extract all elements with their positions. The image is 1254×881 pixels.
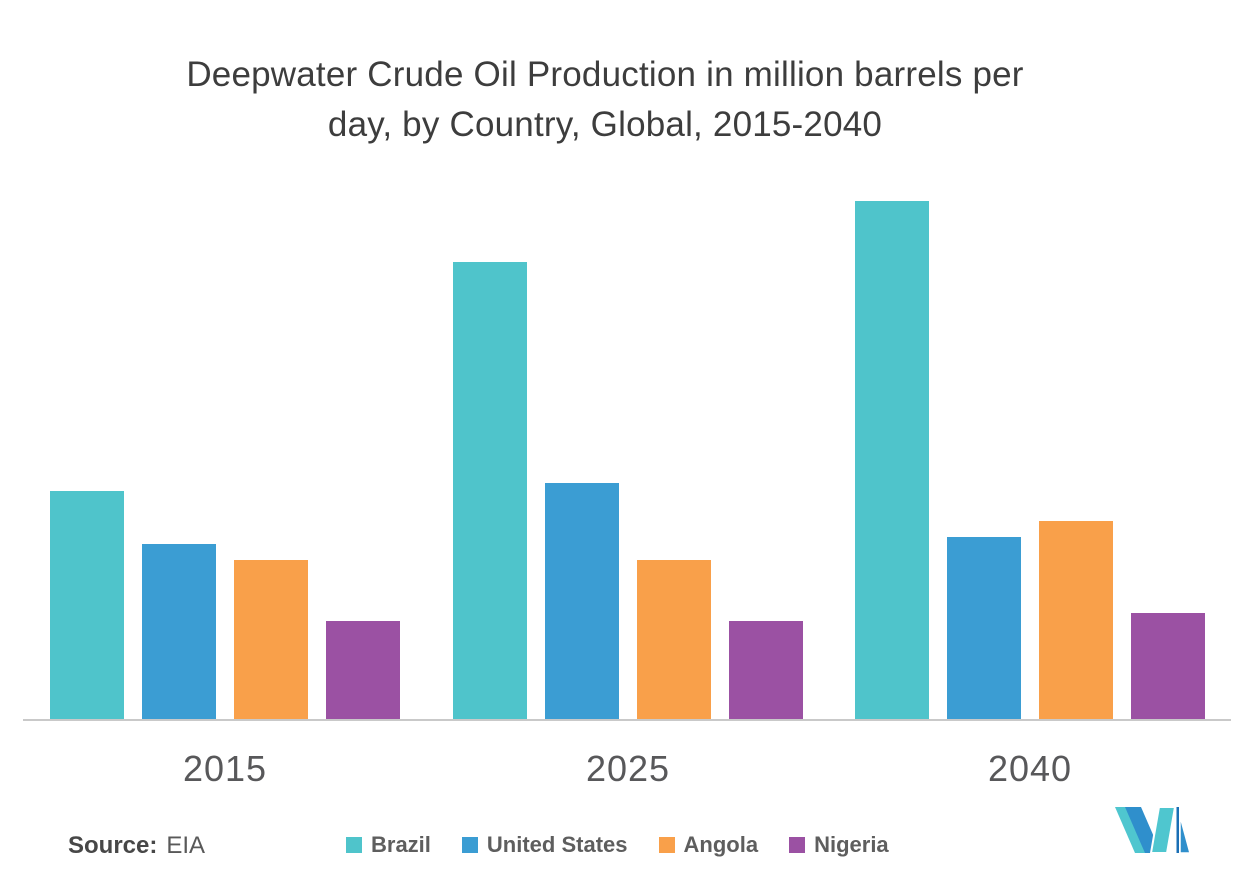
legend-item-brazil: Brazil xyxy=(346,832,431,858)
bar-group-2025 xyxy=(453,155,803,720)
bar-brazil-2025 xyxy=(453,262,527,720)
mordor-intelligence-logo xyxy=(1115,806,1190,854)
legend-swatch-united-states xyxy=(461,837,478,853)
bar-united-states-2040 xyxy=(947,537,1021,720)
legend-item-united-states: United States xyxy=(461,832,628,858)
legend-label-brazil: Brazil xyxy=(371,832,431,857)
x-axis-label-2025: 2025 xyxy=(585,748,671,789)
legend-item-angola: Angola xyxy=(658,832,759,858)
legend-label-nigeria: Nigeria xyxy=(814,832,889,857)
legend: Brazil United States Angola Nigeria xyxy=(346,832,889,858)
source-value: EIA xyxy=(166,832,206,859)
legend-swatch-nigeria xyxy=(789,837,806,853)
legend-label-angola: Angola xyxy=(683,832,759,857)
x-axis-label-2040: 2040 xyxy=(987,748,1073,789)
bar-brazil-2040 xyxy=(855,201,929,720)
bar-group-2040 xyxy=(855,155,1205,720)
source-label: Source: xyxy=(68,832,158,859)
bar-nigeria-2040 xyxy=(1131,613,1205,720)
chart-title: Deepwater Crude Oil Production in millio… xyxy=(0,50,1210,150)
bar-brazil-2015 xyxy=(50,491,124,720)
legend-swatch-angola xyxy=(658,837,675,853)
bar-nigeria-2025 xyxy=(729,621,803,720)
bar-united-states-2015 xyxy=(142,544,216,720)
bar-angola-2025 xyxy=(637,560,711,720)
chart-title-line2: day, by Country, Global, 2015-2040 xyxy=(327,105,883,144)
chart-title-line1: Deepwater Crude Oil Production in millio… xyxy=(186,55,1024,94)
legend-swatch-brazil xyxy=(346,837,362,853)
bar-nigeria-2015 xyxy=(326,621,400,720)
source-note: Source: EIA xyxy=(68,832,205,860)
bar-united-states-2025 xyxy=(545,483,619,720)
bar-angola-2015 xyxy=(234,560,308,720)
bar-angola-2040 xyxy=(1039,521,1113,720)
x-axis-label-2015: 2015 xyxy=(182,748,268,789)
bar-group-2015 xyxy=(50,155,400,720)
legend-label-united-states: United States xyxy=(486,832,628,857)
x-axis-line xyxy=(23,719,1231,721)
legend-item-nigeria: Nigeria xyxy=(789,832,889,858)
